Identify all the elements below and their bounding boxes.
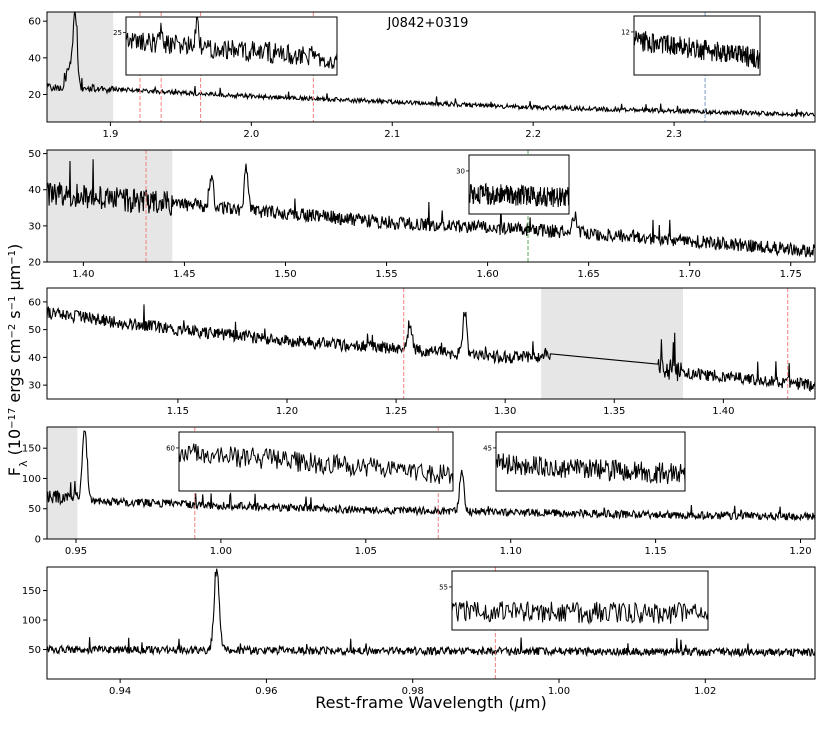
axes-frame [46,566,816,680]
object-name: J0842+0319 [387,16,469,31]
y-tick-label: 50 [28,149,41,160]
x-tick-label: 2.3 [666,129,682,140]
y-tick-label: 100 [22,616,41,627]
y-tick-label: 40 [28,353,41,364]
inset-panel: 12 [621,15,761,76]
x-tick-label: 1.15 [167,406,189,417]
x-tick-label: 1.30 [494,406,516,417]
x-tick-label: 1.40 [712,406,734,417]
inset-panel: 30 [456,154,570,215]
axes-frame [46,11,816,123]
x-tick-label: 0.96 [255,686,277,697]
x-tick-label: 1.75 [780,269,802,280]
shaded-region [541,288,683,399]
inset-panel: 25 [113,16,338,76]
x-tick-label: 1.35 [603,406,625,417]
x-tick-label: 1.45 [173,269,195,280]
inset-panel: 45 [483,431,686,492]
x-tick-label: 1.25 [385,406,407,417]
x-tick-label: 1.60 [476,269,498,280]
y-tick-label: 50 [28,645,41,656]
x-tick-label: 1.02 [694,686,716,697]
x-tick-label: 1.20 [789,546,811,557]
inset-spectrum [495,453,686,485]
x-tick-label: 1.00 [210,546,232,557]
y-tick-label: 40 [28,53,41,64]
y-tick-label: 30 [28,381,41,392]
inset-tick-label: 25 [113,29,122,37]
axes-frame [46,149,816,263]
x-tick-label: 1.65 [578,269,600,280]
y-tick-label: 30 [28,221,41,232]
y-tick-label: 40 [28,185,41,196]
x-tick-label: 1.05 [355,546,377,557]
x-tick-label: 2.2 [525,129,541,140]
axes-frame [46,287,816,400]
shaded-region [47,150,173,262]
inset-spectrum [178,443,454,484]
x-tick-label: 1.15 [644,546,666,557]
inset-tick-label: 45 [483,444,492,452]
panel-1: 25 12 1.9 2.0 2.1 2.2 2.3 20 40 60 [28,11,816,140]
inset-tick-label: 55 [439,583,448,591]
spectrum-line [47,159,815,258]
x-tick-label: 1.9 [102,129,118,140]
x-tick-label: 2.1 [384,129,400,140]
y-tick-label: 100 [22,474,41,485]
shaded-region [47,12,114,122]
y-tick-label: 60 [28,297,41,308]
y-axis-label: Fλ (10−17 ergs cm−2 s−1 μm−1) [5,244,30,476]
x-axis-label: Rest-frame Wavelength (μm) [315,693,546,712]
inset-spectrum [468,182,570,208]
x-tick-label: 0.94 [109,686,131,697]
x-tick-label: 1.70 [679,269,701,280]
x-tick-label: 1.50 [274,269,296,280]
y-tick-label: 150 [22,444,41,455]
inset-spectrum [125,16,338,70]
inset-spectrum [451,600,709,625]
y-tick-label: 50 [28,504,41,515]
panel-5: 55 0.94 0.96 0.98 1.00 1.02 50 100 150 [22,566,816,697]
x-tick-label: 0.98 [402,686,424,697]
inset-spectrum [633,30,761,69]
inset-panel: 60 [166,431,454,492]
y-tick-label: 150 [22,586,41,597]
shaded-region [47,427,78,539]
axes-frame [46,426,816,540]
x-tick-label: 1.20 [276,406,298,417]
spectrum-line [47,12,815,119]
x-tick-label: 1.00 [548,686,570,697]
x-tick-label: 2.0 [243,129,259,140]
y-tick-label: 50 [28,325,41,336]
x-tick-label: 1.40 [72,269,94,280]
panel-2: 30 1.40 1.45 1.50 1.55 1.60 1.65 1.70 1.75 20 30 40… [28,149,816,280]
inset-panel: 55 [439,570,709,631]
y-tick-label: 20 [28,90,41,101]
spectrum-line [47,304,815,393]
y-tick-label: 20 [28,258,41,269]
inset-tick-label: 30 [456,167,465,175]
y-tick-label: 60 [28,17,41,28]
y-tick-label: 0 [35,535,41,546]
panel-3: 1.15 1.20 1.25 1.30 1.35 1.40 30 40 50 60 [28,287,816,417]
inset-tick-label: 60 [166,444,175,452]
spectrum-line [47,430,815,522]
x-tick-label: 1.10 [500,546,522,557]
inset-tick-label: 12 [621,28,630,36]
x-tick-label: 0.95 [65,546,87,557]
x-tick-label: 1.55 [375,269,397,280]
panel-4: 60 45 0.95 1.00 1.05 1.10 1.15 1.20 0 50 100 150 [22,426,816,557]
spectrum-line [47,568,815,658]
